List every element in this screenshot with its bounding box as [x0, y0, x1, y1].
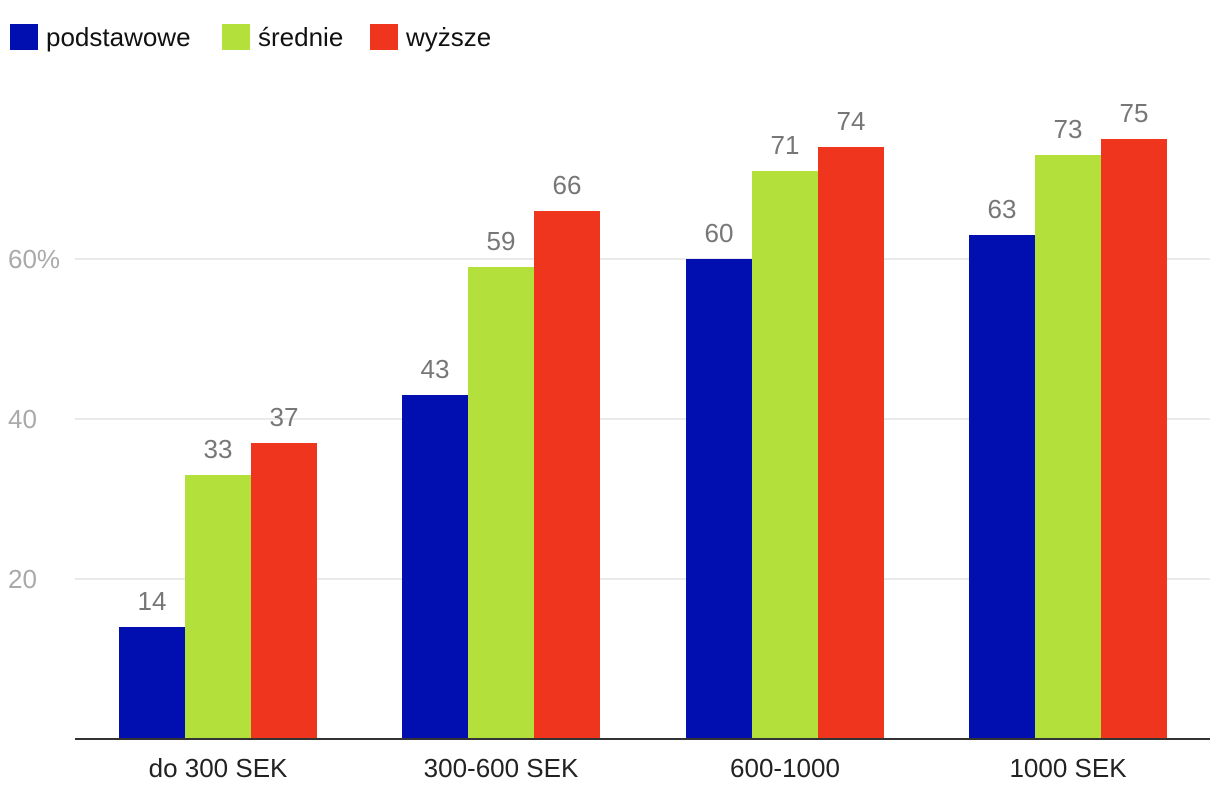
bar-podstawowe-2[interactable]: [402, 395, 468, 739]
bar-podstawowe-3[interactable]: [686, 259, 752, 739]
legend-item-średnie[interactable]: średnie: [222, 22, 343, 52]
bar-wyższe-1[interactable]: [251, 443, 317, 739]
legend-swatch: [370, 24, 398, 50]
data-label: 60: [705, 218, 734, 248]
bar-średnie-2[interactable]: [468, 267, 534, 739]
y-tick-label: 40: [8, 404, 37, 434]
data-label: 33: [204, 434, 233, 464]
data-label: 59: [487, 226, 516, 256]
data-label: 73: [1054, 114, 1083, 144]
data-labels: 14 33 37 43 59 66 60 71 74 63 73 75: [138, 98, 1149, 616]
x-category-label: 300-600 SEK: [424, 753, 579, 783]
legend-swatch: [10, 24, 38, 50]
data-label: 63: [988, 194, 1017, 224]
bars: [119, 139, 1167, 739]
bar-podstawowe-4[interactable]: [969, 235, 1035, 739]
bar-wyższe-4[interactable]: [1101, 139, 1167, 739]
x-category-label: 1000 SEK: [1009, 753, 1127, 783]
bar-średnie-1[interactable]: [185, 475, 251, 739]
data-label: 14: [138, 586, 167, 616]
y-tick-label: 20: [8, 564, 37, 594]
legend-label: wyższe: [405, 22, 491, 52]
data-label: 75: [1120, 98, 1149, 128]
data-label: 43: [421, 354, 450, 384]
legend[interactable]: podstawowe średnie wyższe: [10, 22, 491, 52]
bar-średnie-4[interactable]: [1035, 155, 1101, 739]
bar-wyższe-2[interactable]: [534, 211, 600, 739]
y-tick-label: 60%: [8, 244, 60, 274]
legend-item-wyższe[interactable]: wyższe: [370, 22, 491, 52]
x-category-label: 600-1000: [730, 753, 840, 783]
data-label: 37: [270, 402, 299, 432]
data-label: 71: [771, 130, 800, 160]
legend-item-podstawowe[interactable]: podstawowe: [10, 22, 191, 52]
data-label: 66: [553, 170, 582, 200]
bar-średnie-3[interactable]: [752, 171, 818, 739]
legend-swatch: [222, 24, 250, 50]
bar-wyższe-3[interactable]: [818, 147, 884, 739]
y-axis-ticks: 20 40 60%: [8, 244, 60, 594]
x-axis-ticks: do 300 SEK 300-600 SEK 600-1000 1000 SEK: [149, 753, 1128, 783]
bar-podstawowe-1[interactable]: [119, 627, 185, 739]
x-category-label: do 300 SEK: [149, 753, 288, 783]
data-label: 74: [837, 106, 866, 136]
legend-label: średnie: [258, 22, 343, 52]
legend-label: podstawowe: [46, 22, 191, 52]
